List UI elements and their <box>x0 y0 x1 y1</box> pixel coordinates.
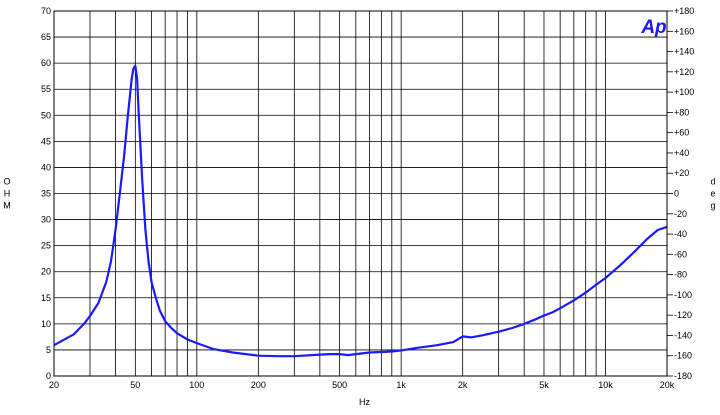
axis-label-char: M <box>3 201 11 211</box>
y-left-tick-label: 70 <box>41 6 51 16</box>
y-right-tick-label: -100 <box>674 290 692 300</box>
x-axis-ticks: 20 50 100 200 500 1k 2k 5k 10k 20k <box>49 380 675 390</box>
y-right-tick-label: 0 <box>674 189 679 199</box>
x-tick-label: 200 <box>251 380 266 390</box>
y-right-tick-label: +180 <box>674 6 694 16</box>
y-left-tick-label: 50 <box>41 110 51 120</box>
y-right-tick-label: -20 <box>674 209 687 219</box>
axis-label-char: e <box>710 189 715 199</box>
y-right-tick-label: -160 <box>674 351 692 361</box>
axis-label-char: H <box>4 189 11 199</box>
x-axis-label: Hz <box>359 397 370 407</box>
y-right-tick-label: -180 <box>674 371 692 381</box>
x-tick-label: 10k <box>598 380 613 390</box>
x-tick-label: 2k <box>458 380 468 390</box>
y-right-tick-label: +160 <box>674 26 694 36</box>
series-layer <box>53 64 668 358</box>
y-axis-left-label: OHM <box>3 177 11 211</box>
grid <box>53 10 668 377</box>
x-tick-label: 100 <box>189 380 204 390</box>
y-right-tick-label: -140 <box>674 330 692 340</box>
y-right-tick-label: -80 <box>674 270 687 280</box>
x-tick-label: 1k <box>396 380 406 390</box>
x-tick-label: 500 <box>332 380 347 390</box>
series-line <box>53 64 668 358</box>
y-left-tick-label: 40 <box>41 162 51 172</box>
y-right-tick-label: +40 <box>674 148 689 158</box>
y-left-tick-label: 0 <box>46 371 51 381</box>
y-left-tick-label: 45 <box>41 136 51 146</box>
y-left-tick-label: 20 <box>41 267 51 277</box>
x-tick-label: 50 <box>130 380 140 390</box>
x-tick-label: 20 <box>49 380 59 390</box>
x-tick-label: 5k <box>539 380 549 390</box>
y-axis-right-ticks: -180 -160 -140 -120 -100 -80 -60 -40 -20 0 +20 +40 +… <box>667 6 694 381</box>
y-left-tick-label: 25 <box>41 241 51 251</box>
y-right-tick-label: +60 <box>674 128 689 138</box>
y-right-tick-label: -60 <box>674 249 687 259</box>
y-left-tick-label: 35 <box>41 189 51 199</box>
x-tick-label: 20k <box>660 380 675 390</box>
y-right-tick-label: +80 <box>674 107 689 117</box>
y-left-tick-label: 5 <box>46 345 51 355</box>
axis-label-char: g <box>710 201 715 211</box>
y-left-tick-label: 60 <box>41 58 51 68</box>
y-axis-left-ticks: 0 5 10 15 20 25 30 35 40 45 50 55 60 65 70 <box>41 6 51 381</box>
y-axis-right-label: deg <box>710 177 715 211</box>
axis-label-char: d <box>710 177 715 187</box>
y-right-tick-label: +20 <box>674 168 689 178</box>
axis-label-char: O <box>3 177 10 187</box>
y-left-tick-label: 65 <box>41 32 51 42</box>
y-right-tick-label: -40 <box>674 229 687 239</box>
y-left-tick-label: 30 <box>41 215 51 225</box>
y-right-tick-label: +100 <box>674 87 694 97</box>
y-left-tick-label: 10 <box>41 319 51 329</box>
ap-logo: Ap <box>640 17 666 38</box>
y-left-tick-label: 15 <box>41 293 51 303</box>
y-right-tick-label: +120 <box>674 67 694 77</box>
plot-frame <box>53 10 668 377</box>
y-right-tick-label: +140 <box>674 47 694 57</box>
y-right-tick-label: -120 <box>674 310 692 320</box>
y-left-tick-label: 55 <box>41 84 51 94</box>
